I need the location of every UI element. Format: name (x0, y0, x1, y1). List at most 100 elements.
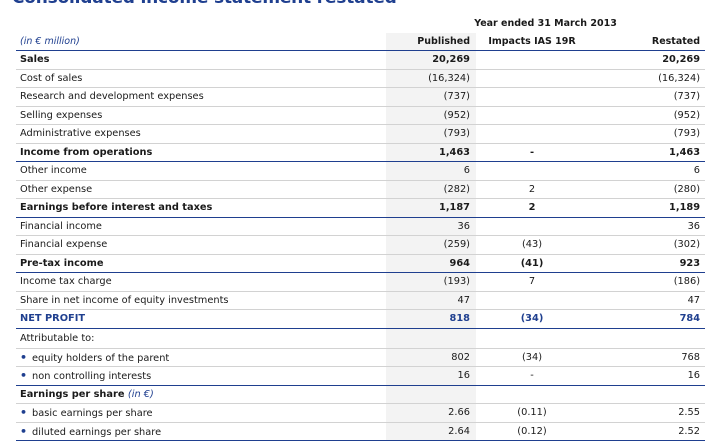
impacts-value (476, 106, 588, 125)
row-label: Research and development expenses (16, 87, 386, 107)
table-row: Research and development expenses (737) … (16, 87, 706, 107)
published-value: (259) (386, 235, 476, 255)
eps-unit: (in €) (127, 388, 154, 400)
published-value: 818 (386, 309, 476, 329)
table-row: Pre-tax income 964 (41) 923 (16, 254, 706, 273)
restated-value: (302) (588, 235, 706, 255)
restated-value: 20,269 (588, 50, 706, 70)
table-row: Cost of sales (16,324) (16,324) (16, 69, 706, 88)
bullet-icon: • (20, 369, 28, 383)
table-row: Other income 6 6 (16, 161, 706, 181)
restated-value: 2.52 (588, 422, 706, 441)
published-value: (952) (386, 106, 476, 125)
row-label: basic earnings per share (32, 408, 153, 420)
published-value: 1,463 (386, 143, 476, 162)
row-label: Selling expenses (16, 106, 386, 125)
table-row: Earnings per share (in €) (16, 385, 706, 404)
impacts-value (476, 124, 588, 144)
table-row: • basic earnings per share 2.66 (0.11) 2.… (16, 403, 706, 423)
impacts-value: - (476, 366, 588, 386)
row-label: equity holders of the parent (32, 352, 170, 364)
published-value: 2.66 (386, 403, 476, 423)
impacts-value: (0.11) (476, 403, 588, 423)
published-value: 20,269 (386, 50, 476, 70)
impacts-value: (34) (476, 309, 588, 329)
table-row: Income from operations 1,463 - 1,463 (16, 143, 706, 162)
published-value: 2.64 (386, 422, 476, 441)
unit-label: (in € million) (16, 33, 386, 51)
impacts-value: (43) (476, 235, 588, 255)
table-row: Earnings before interest and taxes 1,187… (16, 198, 706, 218)
published-value: 802 (386, 348, 476, 367)
row-label: Financial expense (16, 235, 386, 255)
restated-value: (793) (588, 124, 706, 144)
period-header-row: Year ended 31 March 2013 (16, 13, 705, 33)
impacts-header: Impacts IAS 19R (476, 33, 588, 51)
table-row: Sales 20,269 20,269 (16, 50, 706, 70)
impacts-value: 2 (476, 180, 588, 199)
row-label: Income from operations (16, 143, 386, 162)
published-value: 47 (386, 291, 476, 310)
restated-header: Restated (588, 33, 706, 51)
published-value: (737) (386, 87, 476, 107)
period-header: Year ended 31 March 2013 (474, 17, 617, 29)
row-label: Cost of sales (16, 69, 386, 88)
impacts-value: 7 (476, 272, 588, 292)
published-value: (793) (386, 124, 476, 144)
published-value: 6 (386, 161, 476, 181)
restated-value: 1,463 (588, 143, 706, 162)
net-profit-row: NET PROFIT 818 (34) 784 (16, 309, 706, 329)
table-row: Selling expenses (952) (952) (16, 106, 706, 125)
restated-value: (952) (588, 106, 706, 125)
column-header-row: (in € million) Published Impacts IAS 19R… (16, 33, 706, 51)
restated-value: 784 (588, 309, 706, 329)
published-value: (16,324) (386, 69, 476, 88)
impacts-value: (0.12) (476, 422, 588, 441)
restated-value: (186) (588, 272, 706, 292)
restated-value: (280) (588, 180, 706, 199)
row-label: Income tax charge (16, 272, 386, 292)
table-row: Attributable to: (16, 328, 706, 349)
table-row: Administrative expenses (793) (793) (16, 124, 706, 144)
impacts-value (476, 69, 588, 88)
impacts-value: 2 (476, 198, 588, 218)
table-row: • diluted earnings per share 2.64 (0.12) … (16, 422, 706, 441)
table-row: Financial expense (259) (43) (302) (16, 235, 706, 255)
table-row: • equity holders of the parent 802 (34) 7… (16, 348, 706, 367)
bullet-icon: • (20, 406, 28, 420)
row-label: Earnings before interest and taxes (16, 198, 386, 218)
table-row: Other expense (282) 2 (280) (16, 180, 706, 199)
impacts-value (476, 87, 588, 107)
restated-value: 36 (588, 217, 706, 236)
row-label: Other expense (16, 180, 386, 199)
bullet-icon: • (20, 424, 28, 438)
published-value: (193) (386, 272, 476, 292)
row-label: Administrative expenses (16, 124, 386, 144)
table-row: Share in net income of equity investment… (16, 291, 706, 310)
income-statement-table: Year ended 31 March 2013 (in € million) … (16, 13, 706, 441)
row-label: Earnings per share (20, 388, 125, 400)
impacts-value (476, 161, 588, 181)
impacts-value: (34) (476, 348, 588, 367)
restated-value: 6 (588, 161, 706, 181)
row-label: diluted earnings per share (32, 426, 162, 438)
restated-value: 923 (588, 254, 706, 273)
row-label: NET PROFIT (16, 309, 386, 329)
restated-value: 16 (588, 366, 706, 386)
row-label: Share in net income of equity investment… (16, 291, 386, 310)
impacts-value (476, 50, 588, 70)
impacts-value (476, 217, 588, 236)
row-label: Other income (16, 161, 386, 181)
bullet-icon: • (20, 350, 28, 364)
published-value: (282) (386, 180, 476, 199)
row-label: Financial income (16, 217, 386, 236)
restated-value: 47 (588, 291, 706, 310)
published-value: 964 (386, 254, 476, 273)
restated-value: (737) (588, 87, 706, 107)
restated-value: 2.55 (588, 403, 706, 423)
page-title: Consolidated income statement restated (12, 0, 397, 8)
row-label: non controlling interests (32, 371, 152, 383)
row-label: Attributable to: (16, 328, 386, 349)
published-header: Published (386, 33, 476, 51)
impacts-value (476, 291, 588, 310)
